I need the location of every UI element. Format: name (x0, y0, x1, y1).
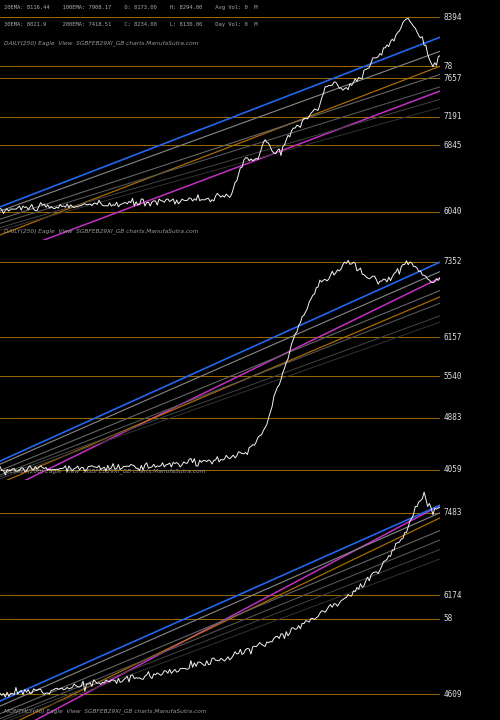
Text: DAILY(250) Eagle  View  SGBFEB29XI_GB charts.ManufaSutra.com: DAILY(250) Eagle View SGBFEB29XI_GB char… (4, 41, 198, 47)
Text: 20EMA: 8116.44    100EMA: 7908.17    O: 8173.00    H: 8294.00    Avg Vol: 0  M: 20EMA: 8116.44 100EMA: 7908.17 O: 8173.0… (4, 5, 257, 10)
Text: 30EMA: 8021.9     200EMA: 7418.51    C: 8234.00    L: 8130.00    Day Vol: 0  M: 30EMA: 8021.9 200EMA: 7418.51 C: 8234.00… (4, 22, 257, 27)
Text: 6157: 6157 (444, 333, 462, 342)
Text: 8394: 8394 (444, 12, 462, 22)
Text: MONTHLY(46) Eagle  View  SGBFEB29XI_GB charts.ManufaSutra.com: MONTHLY(46) Eagle View SGBFEB29XI_GB cha… (4, 708, 206, 714)
Text: 58: 58 (444, 614, 453, 624)
Text: DAILY(250) Eagle  View  SGBFEB29XI_GB charts.ManufaSutra.com: DAILY(250) Eagle View SGBFEB29XI_GB char… (4, 228, 198, 234)
Text: 7191: 7191 (444, 112, 462, 121)
Text: 4883: 4883 (444, 413, 462, 423)
Text: 7352: 7352 (444, 258, 462, 266)
Text: 6174: 6174 (444, 591, 462, 600)
Text: 4609: 4609 (444, 690, 462, 698)
Text: 7483: 7483 (444, 508, 462, 517)
Text: 4059: 4059 (444, 465, 462, 474)
Text: WEEKLY(200) Eagle  View  SGBFEB29XI_GB charts.ManufaSutra.com: WEEKLY(200) Eagle View SGBFEB29XI_GB cha… (4, 468, 205, 474)
Text: 78: 78 (444, 62, 453, 71)
Text: 6040: 6040 (444, 207, 462, 217)
Text: 5540: 5540 (444, 372, 462, 381)
Text: 7657: 7657 (444, 73, 462, 83)
Text: 6845: 6845 (444, 140, 462, 150)
